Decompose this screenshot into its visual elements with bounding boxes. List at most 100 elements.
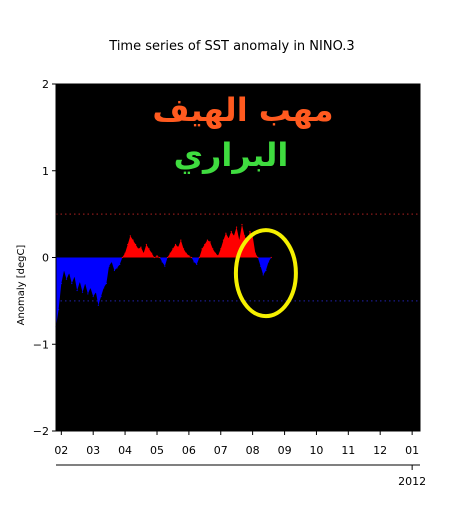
data-point: [230, 230, 232, 233]
data-point: [119, 263, 121, 266]
data-point: [188, 255, 190, 257]
data-point: [87, 293, 89, 295]
data-point: [143, 252, 145, 254]
data-point: [172, 248, 174, 250]
data-point: [222, 239, 225, 241]
data-point: [257, 256, 259, 259]
x-tick-label: 06: [182, 444, 196, 457]
x-tick-label: 11: [341, 444, 355, 457]
data-point: [159, 256, 161, 259]
data-point: [137, 248, 139, 250]
data-point: [153, 256, 155, 259]
x-tick-label: 02: [54, 444, 68, 457]
chart-title: Time series of SST anomaly in NINO.3: [108, 39, 354, 54]
data-point: [76, 289, 78, 292]
data-point: [68, 272, 70, 274]
y-axis-label: Anomaly [degC]: [16, 245, 27, 326]
anomaly-series: [55, 223, 272, 328]
data-point: [103, 287, 105, 289]
data-point: [217, 255, 219, 257]
y-tick-label: 1: [42, 165, 49, 178]
data-point: [89, 287, 92, 289]
highlight-ellipse: [233, 228, 298, 319]
data-point: [233, 235, 235, 237]
data-point: [169, 252, 171, 254]
data-point: [270, 256, 272, 259]
data-point: [129, 235, 131, 237]
data-point: [235, 226, 238, 228]
data-point: [111, 261, 113, 263]
x-tick-label: 04: [118, 444, 132, 457]
data-point: [182, 248, 185, 250]
y-tick-label: 0: [42, 252, 49, 265]
data-point: [124, 252, 126, 254]
data-point: [212, 248, 214, 250]
data-point: [209, 241, 211, 243]
data-point: [92, 295, 94, 298]
x-tick-label: 12: [373, 444, 387, 457]
data-point: [174, 243, 177, 246]
negative-anomaly-area: [56, 257, 272, 327]
x-tick-label: 09: [278, 444, 292, 457]
data-point: [220, 248, 222, 250]
data-point: [190, 256, 193, 259]
overlay-text-line2: البراري: [174, 136, 289, 174]
data-point: [58, 308, 60, 311]
data-point: [238, 239, 240, 241]
y-tick-label: −1: [33, 338, 49, 351]
data-point: [121, 256, 123, 259]
data-point: [259, 265, 262, 267]
overlay-text-line1: مهب الهيف: [152, 91, 333, 129]
data-point: [201, 248, 203, 250]
y-tick-label: 2: [42, 78, 49, 91]
data-point: [79, 281, 81, 283]
data-point: [95, 291, 97, 293]
data-point: [243, 235, 246, 237]
data-point: [166, 256, 169, 259]
year-axis-label: 2012: [398, 475, 426, 488]
data-point: [254, 252, 256, 254]
data-point: [60, 282, 62, 285]
data-point: [148, 248, 150, 250]
data-point: [214, 252, 217, 254]
data-point: [151, 252, 153, 254]
data-point: [156, 255, 158, 257]
data-point: [241, 223, 243, 226]
data-point: [228, 237, 230, 240]
data-point: [127, 243, 129, 246]
x-tick-label: 07: [214, 444, 228, 457]
positive-anomaly-area: [56, 224, 272, 258]
data-point: [225, 232, 227, 234]
data-point: [97, 304, 99, 306]
data-point: [105, 282, 107, 285]
data-point: [71, 282, 73, 285]
data-point: [198, 256, 200, 259]
y-tick-label: −2: [33, 425, 49, 438]
data-point: [249, 230, 251, 233]
data-point: [161, 261, 163, 263]
data-point: [132, 239, 134, 241]
data-point: [84, 282, 86, 285]
data-point: [73, 275, 76, 278]
x-tick-label: 08: [246, 444, 260, 457]
data-point: [185, 252, 187, 254]
data-point: [177, 246, 179, 248]
overlay-annotations: مهب الهيف البراري: [152, 91, 334, 319]
data-point: [204, 243, 206, 246]
data-point: [193, 261, 195, 263]
data-point: [135, 243, 137, 246]
x-tick-label: 10: [309, 444, 323, 457]
data-point: [81, 291, 84, 293]
data-point: [164, 265, 166, 267]
x-tick-label: 01: [405, 444, 419, 457]
data-point: [108, 265, 110, 267]
data-point: [100, 295, 102, 298]
data-point: [267, 261, 270, 263]
data-point: [140, 246, 142, 248]
data-point: [145, 243, 147, 246]
data-point: [196, 263, 198, 266]
data-point: [180, 239, 182, 241]
data-point: [206, 239, 208, 241]
